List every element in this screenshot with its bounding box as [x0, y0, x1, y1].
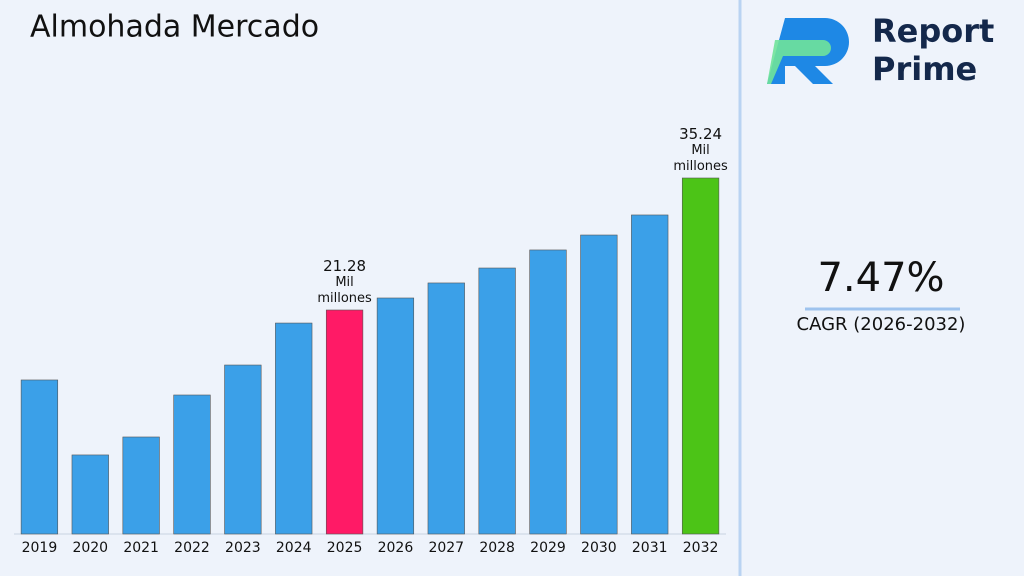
bar	[325, 309, 364, 535]
bar	[20, 379, 59, 535]
x-tick-label: 2032	[683, 540, 719, 556]
logo	[767, 18, 849, 84]
x-tick-label: 2024	[276, 540, 312, 556]
bar	[224, 364, 262, 535]
value-label: 21.28 Mil millones	[317, 257, 372, 306]
x-tick-label: 2025	[327, 540, 363, 556]
x-tick-label: 2022	[174, 540, 210, 556]
bar	[681, 177, 720, 535]
bar	[631, 214, 669, 535]
bar	[376, 297, 415, 535]
x-tick-label: 2026	[378, 540, 414, 556]
brand-line1: Report	[872, 12, 994, 50]
bar	[275, 322, 313, 535]
cagr-value: 7.47%	[817, 255, 944, 301]
x-tick-label: 2019	[22, 540, 58, 556]
x-tick-label: 2020	[72, 540, 108, 556]
bar	[71, 454, 109, 535]
x-tick-label: 2031	[632, 540, 668, 556]
x-tick-label: 2028	[479, 540, 515, 556]
bar	[529, 249, 567, 535]
x-tick-label: 2023	[225, 540, 261, 556]
x-tick-label: 2021	[123, 540, 159, 556]
value-label: 35.24 Mil millones	[673, 125, 728, 174]
x-tick-label: 2027	[428, 540, 464, 556]
cagr-label: CAGR (2026-2032)	[797, 314, 966, 335]
bar	[173, 394, 211, 535]
brand-line2: Prime	[872, 50, 977, 88]
bar	[478, 267, 516, 535]
bar	[122, 436, 160, 535]
bar	[580, 234, 618, 535]
bar	[427, 282, 465, 535]
chart-title: Almohada Mercado	[30, 10, 319, 45]
x-tick-label: 2029	[530, 540, 566, 556]
x-tick-label: 2030	[581, 540, 617, 556]
